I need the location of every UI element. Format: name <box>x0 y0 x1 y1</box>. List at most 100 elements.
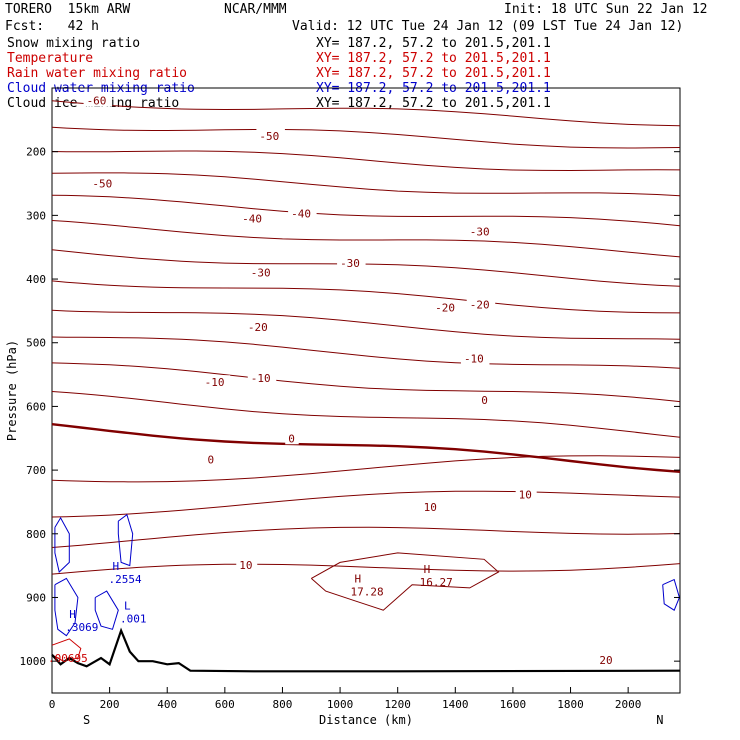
cloud-water-contour <box>94 590 119 630</box>
isotherm-label: -30 <box>251 267 271 280</box>
isotherm-label-bg <box>432 300 461 314</box>
extremum-mark: H <box>112 560 119 573</box>
extremum-mark: H <box>424 563 431 576</box>
forecast-hour: Fcst: 42 h <box>5 19 99 34</box>
isotherm-label-bg <box>466 224 496 238</box>
y-tick-label: 800 <box>26 528 46 541</box>
x-tick-label: 1600 <box>500 698 527 711</box>
isotherm--10 <box>51 362 681 403</box>
y-tick-label: 700 <box>26 464 46 477</box>
legend-field-xy: XY= 187.2, 57.2 to 201.5,201.1 <box>316 96 551 111</box>
isotherm-label: -20 <box>435 302 455 315</box>
plot-frame <box>51 87 681 694</box>
extremum-value: .001 <box>120 612 146 625</box>
isotherm-5 <box>51 455 681 483</box>
terrain-line <box>51 627 681 673</box>
y-axis-title: Pressure (hPa) <box>5 340 19 441</box>
legend-field-name: Rain water mixing ratio <box>7 66 188 81</box>
isotherm-label-bg <box>236 557 258 571</box>
y-tick-label: 200 <box>26 146 46 159</box>
isotherm-label: -30 <box>340 257 360 270</box>
isotherm-label-bg <box>204 452 219 466</box>
y-tick-label: 900 <box>26 591 46 604</box>
x-tick-label: 1200 <box>384 698 411 711</box>
warm-anomaly-contour <box>310 552 500 611</box>
isotherm--45 <box>51 172 681 197</box>
isotherm-label-bg <box>256 128 285 142</box>
extremum-mark: L <box>124 599 131 612</box>
legend-field-xy: XY= 187.2, 57.2 to 201.5,201.1 <box>316 66 551 81</box>
isotherm--20 <box>51 309 681 340</box>
isotherm-label: 10 <box>239 559 252 572</box>
isotherm-label: -50 <box>92 178 112 191</box>
isotherm--5 <box>51 391 681 438</box>
valid-time: Valid: 12 UTC Tue 24 Jan 12 (09 LST Tue … <box>292 19 684 34</box>
cloud-water-contour <box>662 578 680 611</box>
isotherm-label: -10 <box>251 372 271 385</box>
x-tick-label: 2000 <box>615 698 642 711</box>
legend-field-name: Snow mixing ratio <box>7 36 141 51</box>
isotherm-label-bg <box>247 370 277 384</box>
legend-field-xy: XY= 187.2, 57.2 to 201.5,201.1 <box>316 36 551 51</box>
isotherm-label: -60 <box>87 95 107 108</box>
isotherm-label-bg <box>288 206 317 220</box>
cloud-water-contour <box>117 513 134 567</box>
x-tick-label: 1800 <box>557 698 584 711</box>
y-tick-label: 1000 <box>20 655 47 668</box>
isotherm-label-bg <box>239 211 268 225</box>
isotherm-label-bg <box>466 297 496 311</box>
extremum-value: 16.27 <box>420 576 453 589</box>
isotherm-20 <box>51 563 681 575</box>
isotherm-label: 0 <box>288 432 295 445</box>
x-tick-label: 400 <box>157 698 177 711</box>
isotherm-label: 10 <box>519 488 532 501</box>
x-tick-label: 800 <box>273 698 293 711</box>
isotherm-label-bg <box>420 500 442 514</box>
isotherm-label-bg <box>478 393 492 407</box>
isotherm-label: -10 <box>464 353 484 366</box>
isotherm-10 <box>51 490 681 518</box>
x-axis-title: Distance (km) <box>319 713 413 727</box>
isotherm--25 <box>51 280 681 314</box>
x-tick-label: 1400 <box>442 698 469 711</box>
isotherm-label-bg <box>460 351 490 365</box>
isotherm-label-bg <box>337 256 366 270</box>
isotherm-label-bg <box>89 176 118 190</box>
model-title: TORERO 15km ARW <box>5 2 131 17</box>
extremum-value: .00695 <box>48 652 88 665</box>
isotherm-label-bg <box>83 93 113 107</box>
isotherm-label: 0 <box>208 453 215 466</box>
isotherm-label: -30 <box>470 225 490 238</box>
x-end-label-left: S <box>83 713 90 727</box>
isotherm-label-bg <box>285 431 299 445</box>
isotherm-label: 0 <box>481 394 488 407</box>
isotherm-label-bg <box>244 319 274 333</box>
isotherm-label: -20 <box>470 299 490 312</box>
extremum-value: .3069 <box>65 621 98 634</box>
isotherm-label: -50 <box>259 130 279 143</box>
isotherm-label: -20 <box>248 321 268 334</box>
extremum-value: 17.28 <box>350 586 383 599</box>
center-title: NCAR/MMM <box>224 2 287 17</box>
y-tick-label: 500 <box>26 337 46 350</box>
isotherm--30 <box>51 249 681 287</box>
isotherm-15 <box>51 526 681 548</box>
cloud-water-contour <box>54 577 79 637</box>
extremum-value: .2554 <box>108 573 141 586</box>
isotherm--50 <box>51 150 681 172</box>
cloud-water-contour <box>54 516 70 573</box>
legend-field-name: Temperature <box>7 51 94 66</box>
isotherm-label: 20 <box>599 654 612 667</box>
isotherm-label: -40 <box>291 207 311 220</box>
isotherm-label-bg <box>201 375 231 389</box>
isotherm--60 <box>51 100 681 127</box>
x-tick-label: 200 <box>100 698 120 711</box>
isotherm-label: -10 <box>205 376 225 389</box>
extremum-mark: H <box>69 608 76 621</box>
isotherm--35 <box>51 220 681 258</box>
rain-contour <box>51 638 82 662</box>
isotherm--15 <box>51 336 681 369</box>
x-tick-label: 600 <box>215 698 235 711</box>
y-tick-label: 600 <box>26 400 46 413</box>
